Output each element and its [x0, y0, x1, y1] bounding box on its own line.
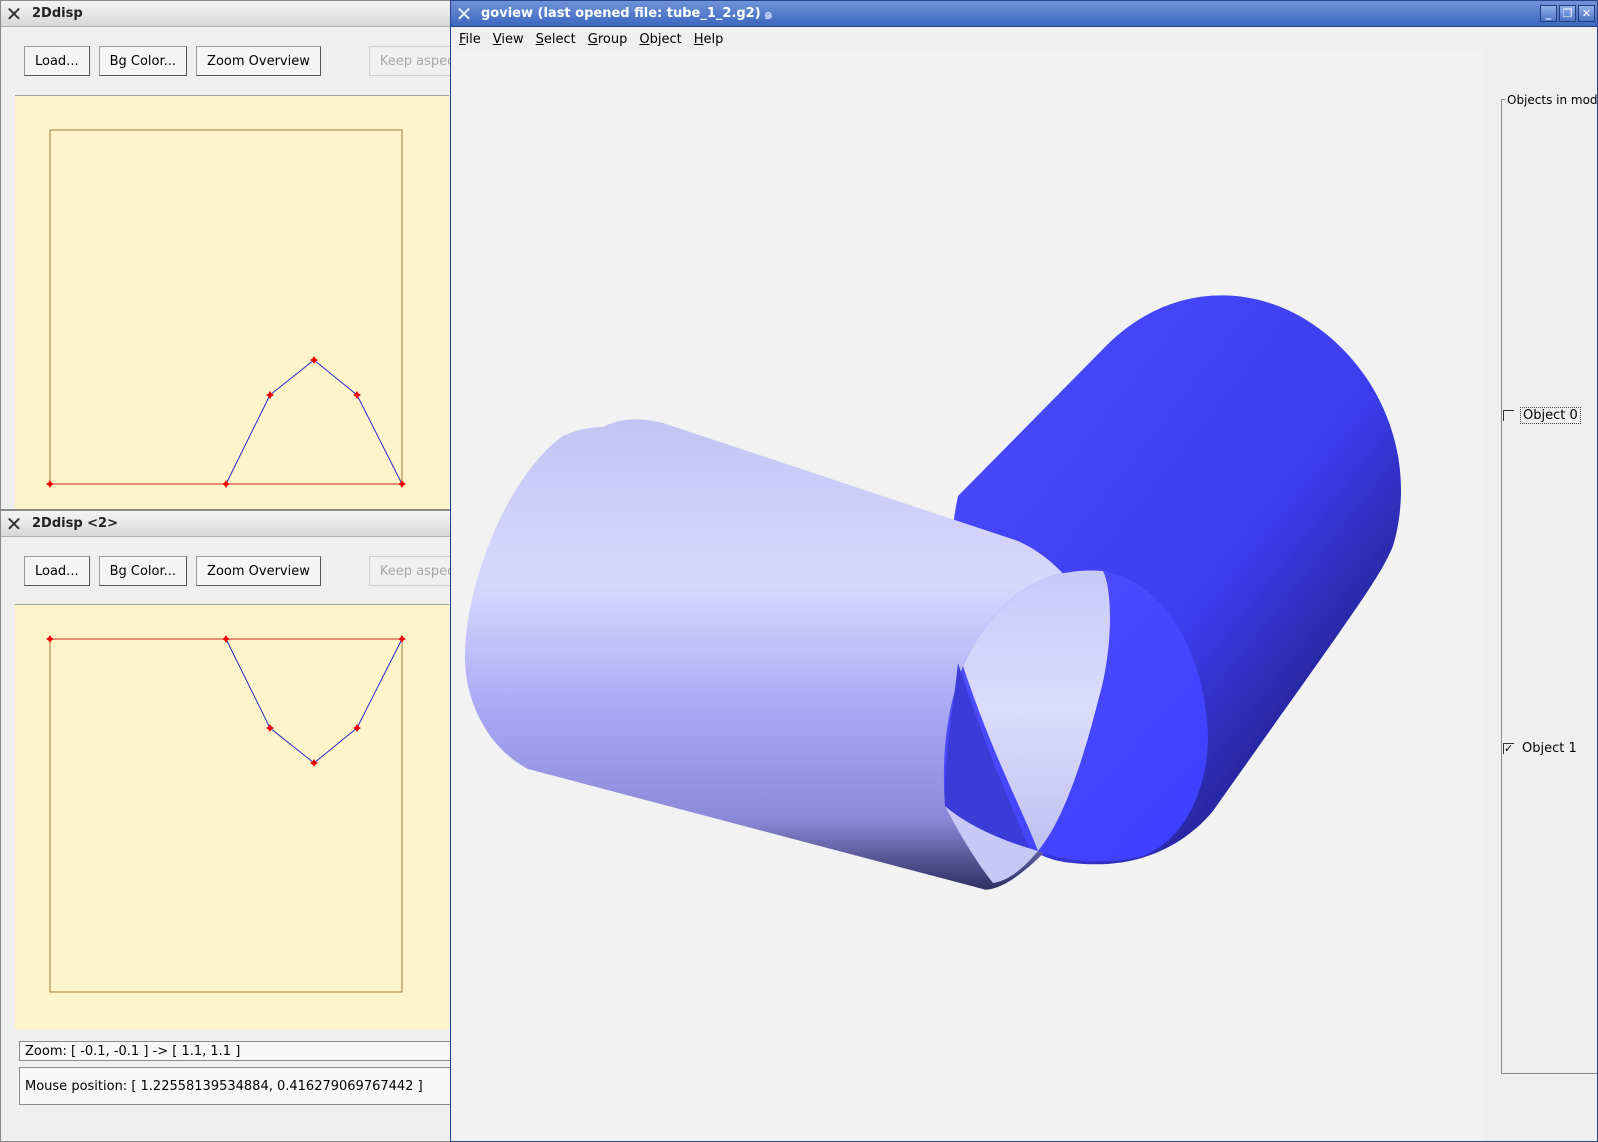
objects-groupbox — [1501, 99, 1597, 1074]
menu-object[interactable]: Object — [639, 31, 682, 47]
mouse-position-status: Mouse position: [ 1.22558139534884, 0.41… — [19, 1067, 451, 1105]
control-polygon — [225, 359, 403, 485]
canvas-2d-2[interactable] — [15, 604, 449, 1029]
objects-panel: Objects in mode Object 0 ✓ Object 1 — [1487, 51, 1597, 1141]
window-controls: _ ❐ ✕ — [1540, 5, 1595, 22]
checkbox-object-0[interactable] — [1503, 410, 1514, 421]
objects-group-label: Objects in mode — [1505, 93, 1597, 107]
control-point[interactable] — [310, 759, 318, 767]
window-2ddisp-2: ✕ 2Ddisp <2> Load... Bg Color... Zoom Ov… — [0, 510, 452, 1142]
control-point[interactable] — [46, 480, 54, 488]
maximize-icon[interactable]: ❐ — [1559, 5, 1576, 22]
menu-help[interactable]: Help — [693, 31, 724, 47]
curve-plot-2 — [46, 635, 406, 993]
frame-rect — [49, 129, 403, 485]
menu-file[interactable]: File — [459, 31, 481, 47]
titlebar-2ddisp-2[interactable]: ✕ 2Ddisp <2> — [1, 511, 451, 537]
object-row-0[interactable]: Object 0 — [1503, 407, 1581, 424]
window-goview: ✕ goview (last opened file: tube_1_2.g2)… — [450, 0, 1598, 1142]
window-title: 2Ddisp <2> — [32, 516, 118, 531]
zoom-status: Zoom: [ -0.1, -0.1 ] -> [ 1.1, 1.1 ] — [19, 1041, 451, 1061]
close-icon[interactable]: ✕ — [1578, 5, 1595, 22]
control-points[interactable] — [46, 356, 406, 488]
frame-rect — [49, 638, 403, 993]
control-point[interactable] — [353, 724, 361, 732]
titlebar-goview[interactable]: ✕ goview (last opened file: tube_1_2.g2)… — [451, 1, 1597, 27]
bg-color-button[interactable]: Bg Color... — [98, 556, 188, 586]
keep-aspect-ratio-button[interactable]: Keep aspect ratio — [368, 46, 451, 76]
tube-opening-wedge — [944, 663, 1033, 856]
menubar: File View Select Group Object Help — [453, 27, 729, 51]
control-point[interactable] — [266, 724, 274, 732]
spiral-icon: ๑ — [763, 4, 774, 23]
menu-group[interactable]: Group — [587, 31, 628, 47]
control-point[interactable] — [222, 635, 230, 643]
checkbox-object-1[interactable]: ✓ — [1503, 742, 1514, 755]
load-button[interactable]: Load... — [24, 556, 90, 586]
x-logo-icon[interactable]: ✕ — [5, 511, 23, 536]
control-point[interactable] — [398, 635, 406, 643]
window-title: 2Ddisp — [32, 6, 83, 21]
control-point[interactable] — [46, 635, 54, 643]
3d-viewport[interactable] — [453, 51, 1483, 1141]
menu-select[interactable]: Select — [535, 31, 576, 47]
x-logo-icon[interactable]: ✕ — [5, 1, 23, 26]
x-logo-icon[interactable]: ✕ — [455, 1, 473, 26]
tube-render — [464, 295, 1402, 890]
object-0-label: Object 0 — [1520, 407, 1581, 424]
control-polygon — [225, 638, 403, 764]
control-point[interactable] — [398, 480, 406, 488]
menu-view[interactable]: View — [492, 31, 524, 47]
object-row-1[interactable]: ✓ Object 1 — [1503, 741, 1577, 756]
window-title: goview (last opened file: tube_1_2.g2) — [481, 6, 761, 21]
bg-color-button[interactable]: Bg Color... — [98, 46, 188, 76]
light-tube-rim — [945, 806, 1038, 883]
control-point[interactable] — [266, 391, 274, 399]
toolbar: Load... Bg Color... Zoom Overview Keep a… — [15, 551, 451, 591]
zoom-overview-button[interactable]: Zoom Overview — [196, 556, 321, 586]
toolbar: Load... Bg Color... Zoom Overview Keep a… — [15, 41, 451, 81]
control-point[interactable] — [353, 391, 361, 399]
keep-aspect-ratio-button[interactable]: Keep aspect ratio — [368, 556, 451, 586]
control-point[interactable] — [222, 480, 230, 488]
minimize-icon[interactable]: _ — [1540, 5, 1557, 22]
control-points[interactable] — [46, 635, 406, 767]
zoom-overview-button[interactable]: Zoom Overview — [196, 46, 321, 76]
curve-plot-1 — [46, 129, 406, 488]
titlebar-2ddisp-1[interactable]: ✕ 2Ddisp — [1, 1, 451, 27]
load-button[interactable]: Load... — [24, 46, 90, 76]
window-2ddisp-1: ✕ 2Ddisp Load... Bg Color... Zoom Overvi… — [0, 0, 452, 510]
control-point[interactable] — [310, 356, 318, 364]
object-1-label: Object 1 — [1522, 741, 1577, 756]
canvas-2d-1[interactable] — [15, 95, 449, 509]
tube-opening-lens — [963, 570, 1110, 851]
